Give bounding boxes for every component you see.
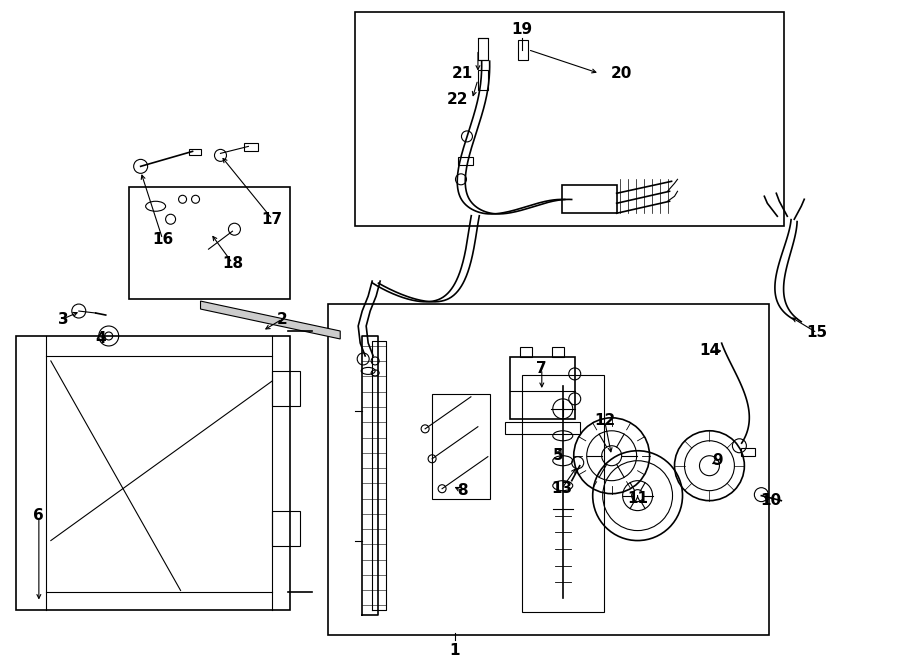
Text: 1: 1 xyxy=(450,643,460,658)
Bar xyxy=(328,304,770,635)
Bar xyxy=(356,12,784,226)
Text: 6: 6 xyxy=(33,508,44,523)
Text: 16: 16 xyxy=(152,232,173,247)
Text: 22: 22 xyxy=(447,92,469,107)
Bar xyxy=(245,143,258,151)
Text: 15: 15 xyxy=(806,325,828,340)
Text: 2: 2 xyxy=(277,311,288,327)
Bar xyxy=(510,357,575,419)
Bar xyxy=(562,185,617,214)
Bar xyxy=(520,347,532,357)
Bar xyxy=(552,347,563,357)
Text: 17: 17 xyxy=(262,212,283,227)
Text: 13: 13 xyxy=(551,481,572,496)
Polygon shape xyxy=(201,301,340,339)
Text: 14: 14 xyxy=(699,344,720,358)
Bar xyxy=(16,336,291,610)
Text: 21: 21 xyxy=(451,66,472,81)
Bar xyxy=(189,149,201,155)
Text: 11: 11 xyxy=(627,491,648,506)
Bar xyxy=(742,447,755,455)
Text: 4: 4 xyxy=(95,331,106,346)
Text: 19: 19 xyxy=(511,22,533,37)
Text: 9: 9 xyxy=(712,453,723,468)
Bar xyxy=(458,157,473,165)
Text: 8: 8 xyxy=(456,483,467,498)
Text: 3: 3 xyxy=(58,311,68,327)
Bar xyxy=(432,394,490,498)
Bar xyxy=(505,422,580,434)
Bar xyxy=(478,38,488,59)
Bar xyxy=(478,69,488,89)
Bar xyxy=(273,510,301,545)
Text: 7: 7 xyxy=(536,362,547,376)
Text: 18: 18 xyxy=(222,256,243,270)
Text: 12: 12 xyxy=(594,413,616,428)
Bar xyxy=(273,371,301,406)
Text: 10: 10 xyxy=(760,493,782,508)
Bar xyxy=(522,375,604,612)
Text: 5: 5 xyxy=(553,448,563,463)
Bar xyxy=(518,40,527,59)
Bar xyxy=(129,187,291,299)
Text: 20: 20 xyxy=(611,66,633,81)
